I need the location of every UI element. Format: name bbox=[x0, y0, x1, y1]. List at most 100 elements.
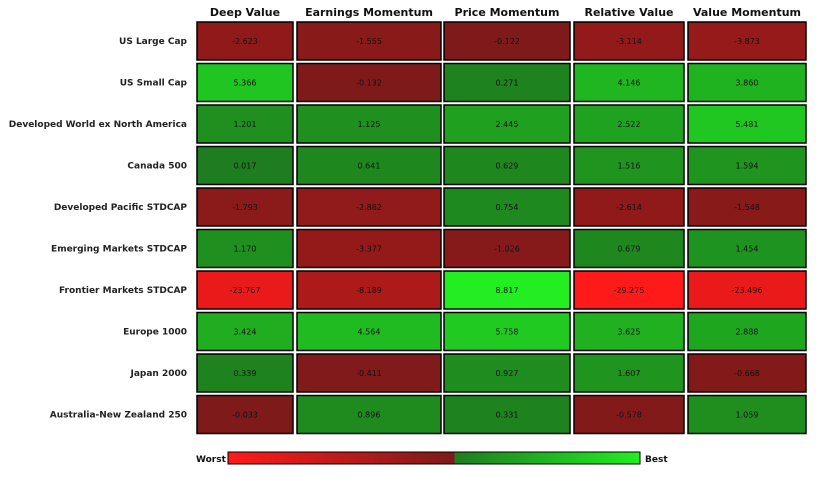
heatmap-cell bbox=[196, 62, 294, 103]
heatmap-cell bbox=[687, 21, 807, 61]
heatmap-cell bbox=[196, 104, 294, 144]
cell-value-label: -23.767 bbox=[230, 286, 261, 295]
heatmap-cell bbox=[196, 353, 294, 393]
cell-value-label: -0.033 bbox=[232, 411, 258, 420]
row-labels: US Large Cap US Small Cap Developed World … bbox=[9, 37, 188, 421]
cell-value-label: 0.927 bbox=[496, 369, 519, 378]
heatmap-cell bbox=[573, 394, 685, 435]
heatmap-cell bbox=[196, 187, 294, 227]
cell-value-label: -0.132 bbox=[356, 79, 382, 88]
column-header: Value Momentum bbox=[693, 6, 801, 19]
row-label: Emerging Markets STDCAP bbox=[51, 245, 187, 255]
heatmap-cell bbox=[443, 353, 571, 393]
cell-value-label: 1.516 bbox=[618, 162, 641, 171]
heatmap-cell bbox=[573, 228, 685, 269]
heatmap-cell bbox=[196, 311, 294, 352]
column-header: Earnings Momentum bbox=[305, 6, 433, 19]
cell-value-label: 1.594 bbox=[736, 162, 759, 171]
cell-value-label: 5.481 bbox=[736, 120, 759, 129]
cell-value-label: -0.578 bbox=[616, 411, 642, 420]
cell-value-label: -23.496 bbox=[732, 286, 763, 295]
heatmap-cell bbox=[687, 228, 807, 269]
cell-value-label: -2.614 bbox=[616, 203, 642, 212]
heatmap-cell bbox=[296, 394, 442, 435]
heatmap-cell bbox=[573, 353, 685, 393]
column-header: Relative Value bbox=[584, 6, 673, 19]
cell-value-label: 2.522 bbox=[618, 120, 641, 129]
heatmap-cell bbox=[196, 145, 294, 186]
cell-value-label: 1.170 bbox=[234, 245, 257, 254]
heatmap-cell bbox=[296, 21, 442, 61]
heatmap-cell bbox=[443, 145, 571, 186]
heatmap-cell bbox=[196, 228, 294, 269]
row-label: Canada 500 bbox=[127, 162, 187, 172]
heatmap-cell bbox=[296, 187, 442, 227]
cell-value-label: 5.366 bbox=[234, 79, 257, 88]
heatmap-cell bbox=[443, 394, 571, 435]
heatmap-cells: -2.623 -1.555 -0.122 -3.114 -3.873 5.366 -0.13… bbox=[196, 21, 807, 435]
cell-value-label: 3.424 bbox=[234, 328, 257, 337]
cell-value-label: 1.201 bbox=[234, 120, 257, 129]
cell-value-label: 1.454 bbox=[736, 245, 759, 254]
cell-value-label: -1.555 bbox=[356, 37, 382, 46]
heatmap-cell bbox=[687, 62, 807, 103]
heatmap-cell bbox=[443, 270, 571, 310]
heatmap-cell bbox=[687, 187, 807, 227]
heatmap-cell bbox=[196, 270, 294, 310]
heatmap-cell bbox=[196, 21, 294, 61]
cell-value-label: 0.754 bbox=[496, 203, 519, 212]
column-header: Deep Value bbox=[210, 6, 280, 19]
cell-value-label: 0.331 bbox=[496, 411, 519, 420]
cell-value-label: 1.607 bbox=[618, 369, 641, 378]
heatmap-cell bbox=[296, 62, 442, 103]
cell-value-label: 8.817 bbox=[496, 286, 519, 295]
column-headers: Deep Value Earnings Momentum Price Momentu… bbox=[210, 6, 801, 19]
cell-value-label: -29.275 bbox=[614, 286, 645, 295]
cell-value-label: 2.888 bbox=[736, 328, 759, 337]
cell-value-label: -3.377 bbox=[356, 245, 382, 254]
legend-worst-label: Worst bbox=[196, 455, 227, 465]
heatmap-cell bbox=[443, 228, 571, 269]
cell-value-label: 1.125 bbox=[358, 120, 381, 129]
legend-best-label: Best bbox=[645, 455, 668, 465]
cell-value-label: 0.679 bbox=[618, 245, 641, 254]
cell-value-label: 3.625 bbox=[618, 328, 641, 337]
heatmap-cell bbox=[687, 394, 807, 435]
cell-value-label: -2.882 bbox=[356, 203, 382, 212]
heatmap-cell bbox=[443, 62, 571, 103]
cell-value-label: -8.189 bbox=[356, 286, 382, 295]
row-label: Australia-New Zealand 250 bbox=[50, 411, 187, 421]
heatmap-cell bbox=[687, 104, 807, 144]
heatmap-cell bbox=[573, 270, 685, 310]
cell-value-label: 0.896 bbox=[358, 411, 381, 420]
cell-value-label: 0.017 bbox=[234, 162, 257, 171]
cell-value-label: -1.548 bbox=[734, 203, 760, 212]
heatmap-cell bbox=[573, 311, 685, 352]
heatmap-cell bbox=[443, 21, 571, 61]
heatmap-cell bbox=[443, 311, 571, 352]
column-header: Price Momentum bbox=[455, 6, 560, 19]
cell-value-label: -0.411 bbox=[356, 369, 382, 378]
cell-value-label: 1.059 bbox=[736, 411, 759, 420]
heatmap-cell bbox=[573, 21, 685, 61]
heatmap-cell bbox=[296, 104, 442, 144]
row-label: Developed World ex North America bbox=[9, 120, 187, 130]
row-label: Frontier Markets STDCAP bbox=[59, 286, 187, 296]
cell-value-label: 0.641 bbox=[358, 162, 381, 171]
heatmap-cell bbox=[687, 353, 807, 393]
row-label: Europe 1000 bbox=[123, 328, 187, 338]
heatmap-cell bbox=[296, 145, 442, 186]
heatmap-cell bbox=[573, 145, 685, 186]
cell-value-label: 4.146 bbox=[618, 79, 641, 88]
row-label: Developed Pacific STDCAP bbox=[54, 203, 188, 213]
heatmap-cell bbox=[196, 394, 294, 435]
cell-value-label: 3.860 bbox=[736, 79, 759, 88]
heatmap-cell bbox=[687, 311, 807, 352]
heatmap-cell bbox=[296, 228, 442, 269]
row-label: US Large Cap bbox=[119, 37, 188, 47]
heatmap-cell bbox=[296, 270, 442, 310]
color-legend: Worst Best bbox=[196, 451, 668, 465]
cell-value-label: -2.623 bbox=[232, 37, 258, 46]
cell-value-label: 0.339 bbox=[234, 369, 257, 378]
